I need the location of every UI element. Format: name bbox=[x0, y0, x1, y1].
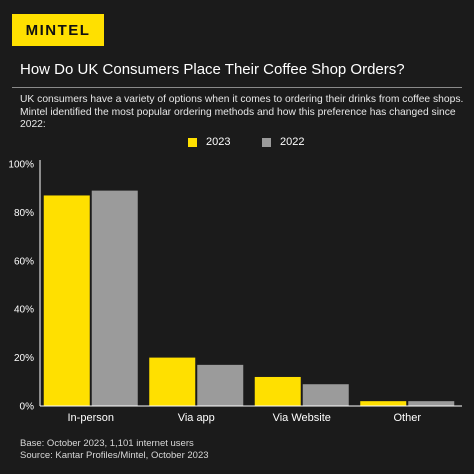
footer-source: Source: Kantar Profiles/Mintel, October … bbox=[20, 450, 209, 461]
legend-label-2022: 2022 bbox=[280, 136, 305, 148]
bar-2022-other bbox=[408, 401, 455, 406]
x-tick-label: In-person bbox=[68, 412, 114, 424]
mintel-logo: MINTEL bbox=[12, 14, 104, 46]
bar-2023-via-website bbox=[254, 376, 301, 406]
title-divider bbox=[12, 87, 462, 88]
legend-swatch-2023 bbox=[188, 137, 197, 147]
bar-2023-in-person bbox=[43, 195, 90, 406]
x-tick-label: Via app bbox=[178, 412, 215, 424]
legend-swatch-2022 bbox=[262, 137, 271, 147]
legend: 2023 2022 bbox=[0, 136, 474, 152]
legend-item-2023: 2023 bbox=[188, 136, 230, 148]
y-tick-label: 100% bbox=[8, 160, 34, 171]
bar-2022-in-person bbox=[91, 190, 138, 406]
chart-title: How Do UK Consumers Place Their Coffee S… bbox=[20, 61, 405, 78]
footer-notes: Base: October 2023, 1,101 internet users… bbox=[20, 438, 209, 462]
y-tick-label: 40% bbox=[14, 305, 34, 316]
x-tick-label: Other bbox=[393, 412, 421, 424]
x-tick-label: Via Website bbox=[273, 412, 331, 424]
legend-item-2022: 2022 bbox=[262, 136, 304, 148]
y-tick-label: 80% bbox=[14, 208, 34, 219]
y-tick-label: 60% bbox=[14, 256, 34, 267]
y-tick-label: 20% bbox=[14, 353, 34, 364]
bar-2022-via-app bbox=[197, 364, 244, 406]
y-tick-label: 0% bbox=[20, 402, 35, 413]
bar-2023-other bbox=[360, 401, 407, 406]
footer-base: Base: October 2023, 1,101 internet users bbox=[20, 438, 194, 449]
legend-label-2023: 2023 bbox=[206, 136, 231, 148]
bar-2022-via-website bbox=[302, 384, 349, 406]
chart-subtitle: UK consumers have a variety of options w… bbox=[20, 94, 464, 131]
bar-2023-via-app bbox=[149, 357, 196, 406]
